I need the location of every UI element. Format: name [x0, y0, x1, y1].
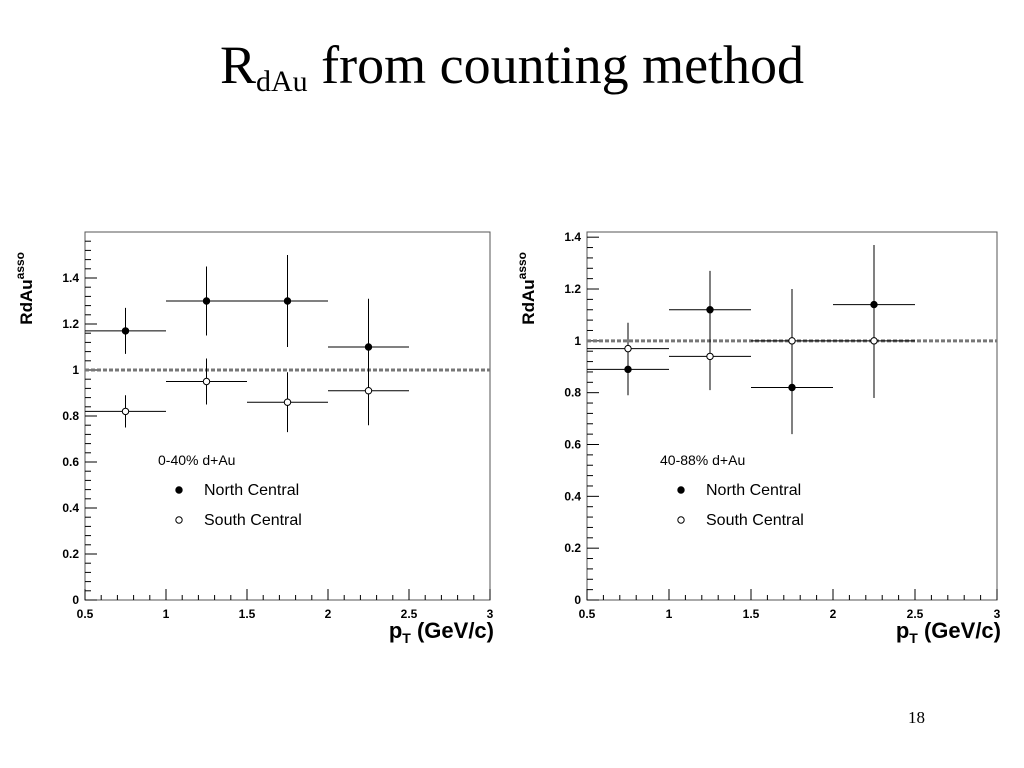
- north-central-point: [364, 343, 373, 351]
- y-tick-label: 0: [72, 593, 79, 607]
- x-axis-label: pT (GeV/c): [896, 618, 1001, 646]
- x-tick-label: 1: [666, 607, 673, 621]
- x-tick-label: 2: [325, 607, 332, 621]
- x-tick-label: 2.5: [907, 607, 924, 621]
- legend-label: North Central: [706, 482, 801, 499]
- y-tick-label: 0.6: [62, 455, 79, 469]
- slide-page-number: 18: [908, 708, 925, 727]
- legend-marker: [175, 486, 183, 494]
- plot-frame: [586, 231, 998, 601]
- south-central-point: [706, 352, 714, 361]
- chart-1-svg: 0.5 1 1.5 2 2.5 3 0 0.2 0.4 0.6 0.8 1 1.2 1.4 40-88% d…: [515, 230, 1001, 646]
- y-tick-label: 1: [574, 334, 581, 348]
- north-central-point: [121, 327, 130, 335]
- y-tick-label: 1.2: [62, 317, 79, 331]
- y-tick-label: 0.2: [62, 547, 79, 561]
- x-tick-label: 3: [487, 607, 494, 621]
- chart-0-40-percent: 0.5 1 1.5 2 2.5 3 0 0.2 0.4 0.6 0.8 1 1.2 1.4 0-40% d+…: [10, 212, 510, 662]
- y-tick-label: 0.4: [564, 489, 581, 503]
- north-central-point: [706, 306, 714, 314]
- x-tick-label: 2.5: [401, 607, 418, 621]
- y-tick-label: 0.2: [564, 541, 581, 555]
- slide-title-main: R: [219, 35, 256, 95]
- y-tick-label: 1.2: [564, 282, 581, 296]
- south-central-point: [624, 344, 632, 353]
- y-tick-label: 0: [574, 593, 581, 607]
- legend-title: 0-40% d+Au: [158, 452, 235, 468]
- y-axis-label: RdAuasso: [515, 252, 538, 325]
- south-central-point: [788, 337, 796, 345]
- legend-label: North Central: [204, 482, 299, 499]
- north-central-point: [283, 297, 292, 305]
- y-axis-label: RdAuasso: [13, 252, 36, 325]
- y-tick-label: 0.8: [62, 409, 79, 423]
- legend-marker: [677, 516, 685, 524]
- legend-label: South Central: [706, 512, 804, 529]
- y-tick-label: 1.4: [62, 271, 79, 285]
- south-central-point: [364, 387, 373, 395]
- slide-title-rest: from counting method: [307, 35, 805, 95]
- south-central-point: [202, 377, 211, 386]
- chart-0-svg: 0.5 1 1.5 2 2.5 3 0 0.2 0.4 0.6 0.8 1 1.2 1.4 0-40% d+…: [13, 231, 494, 646]
- south-central-point: [870, 337, 878, 345]
- north-central-point: [202, 297, 211, 305]
- y-tick-label: 1: [72, 363, 79, 377]
- y-tick-label: 0.6: [564, 438, 581, 452]
- x-tick-label: 0.5: [77, 607, 94, 621]
- y-tick-label: 0.8: [564, 386, 581, 400]
- x-tick-label: 2: [830, 607, 837, 621]
- slide-title: RdAu from counting method: [0, 35, 1024, 97]
- legend-marker: [175, 516, 183, 524]
- x-tick-label: 0.5: [579, 607, 596, 621]
- legend-marker: [677, 486, 685, 494]
- south-central-point: [283, 398, 292, 406]
- south-central-point: [121, 407, 130, 416]
- x-tick-label: 1.5: [239, 607, 256, 621]
- y-tick-label: 0.4: [62, 501, 79, 515]
- x-tick-label: 3: [994, 607, 1001, 621]
- legend-label: South Central: [204, 512, 302, 529]
- x-tick-label: 1.5: [743, 607, 760, 621]
- y-tick-label: 1.4: [564, 230, 581, 244]
- x-axis-label: pT (GeV/c): [389, 618, 494, 646]
- x-tick-label: 1: [163, 607, 170, 621]
- chart-40-88-percent: 0.5 1 1.5 2 2.5 3 0 0.2 0.4 0.6 0.8 1 1.2 1.4 40-88% d…: [512, 212, 1012, 662]
- slide-title-subscript: dAu: [255, 65, 308, 98]
- legend-title: 40-88% d+Au: [660, 452, 745, 468]
